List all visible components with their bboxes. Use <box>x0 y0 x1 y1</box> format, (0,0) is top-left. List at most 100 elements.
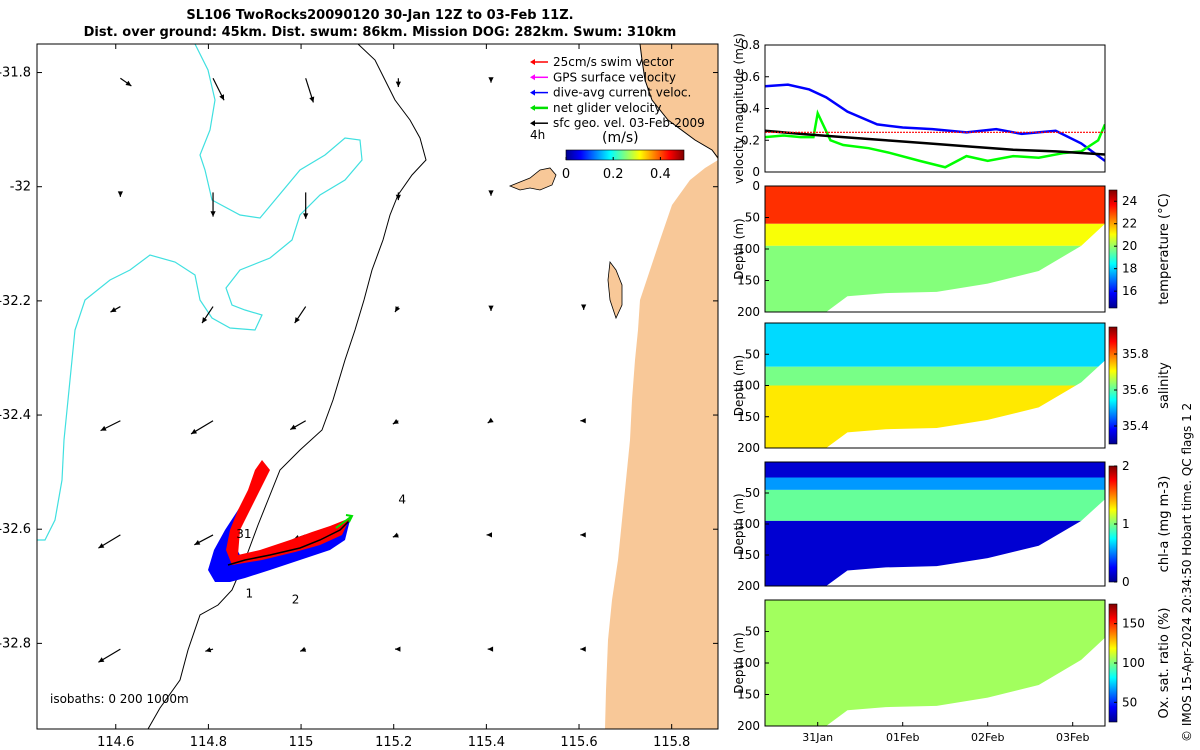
geo-vector-head <box>303 213 309 219</box>
colorbar-tick-label: 1 <box>1122 517 1130 531</box>
island-garden <box>607 260 623 320</box>
depth-tick-label: 100 <box>737 379 760 393</box>
depth-tick-label: 150 <box>737 410 760 424</box>
geo-vector-head <box>98 657 105 663</box>
geo-vector-head <box>395 646 401 652</box>
geo-vector-arrow <box>580 532 586 538</box>
map-y-tick-label: -32.4 <box>0 408 31 423</box>
heatmap-layer <box>765 223 1105 246</box>
heatmap-layers <box>765 186 1105 312</box>
velocity-plot-bg <box>765 45 1105 172</box>
map-y-tick-label: -32 <box>10 180 31 195</box>
geo-vector-head <box>488 190 494 196</box>
colorbar-tick-label: 22 <box>1122 217 1137 231</box>
geo-vector-arrow <box>392 532 399 538</box>
colorbar-tick-label: 2 <box>1122 459 1130 473</box>
heatmap-layers <box>765 323 1105 448</box>
map-x-tick-label: 115 <box>289 735 314 750</box>
geo-vector-head <box>488 77 494 83</box>
legend-item: GPS surface velocity <box>530 70 676 84</box>
depth-tick-label: 150 <box>737 548 760 562</box>
panel-frame <box>764 185 1106 313</box>
geo-vector-head <box>580 532 586 538</box>
map-x-tick-label: 115.6 <box>560 735 597 750</box>
geo-vector-arrow <box>120 77 132 87</box>
geo-vector-arrow <box>395 192 401 201</box>
panel-3: 50 100 150 200 35.4 35.6 35.8 salinity Depth (m) <box>732 322 1172 455</box>
geo-vector-head <box>581 304 587 310</box>
heatmap-layers <box>765 600 1105 726</box>
geo-vector-head <box>580 418 586 424</box>
legend-label: GPS surface velocity <box>553 70 676 84</box>
legend-label: dive-avg current veloc. <box>553 86 691 100</box>
panel-y-label: velocity magnitude (m/s) <box>732 33 746 184</box>
net-glider-track <box>227 519 351 566</box>
heatmap-layer <box>765 600 1105 726</box>
depth-tick-label: 200 <box>737 579 760 593</box>
heatmap-layer <box>765 477 1105 490</box>
velocity-series-line <box>765 129 1105 156</box>
colorbar-tick-label: 35.4 <box>1122 419 1149 433</box>
geo-vector-head <box>488 305 494 311</box>
time-tick-label: 31Jan <box>802 731 833 744</box>
net-glider-velocity-arrow <box>335 514 354 529</box>
geo-vector-head <box>191 428 198 434</box>
colorbar-tick-label: 35.6 <box>1122 383 1149 397</box>
depth-tick-label: 50 <box>745 486 760 500</box>
legend-colorbar-tick-label: 0.4 <box>650 167 671 182</box>
legend-colorbar-label: (m/s) <box>602 130 639 146</box>
colorbar-tick-label: 16 <box>1122 284 1137 298</box>
depth-tick-label: 50 <box>745 211 760 225</box>
geo-vector-arrow <box>488 305 494 311</box>
geo-vector-head <box>100 425 107 431</box>
colorbar-label: chl-a (mg m-3) <box>1157 476 1172 573</box>
geo-vector-head <box>202 317 208 324</box>
legend-swatch-head <box>530 59 535 65</box>
depth-tick-label: 200 <box>737 719 760 733</box>
velocity-series-line <box>765 83 1105 162</box>
geo-vector-arrow <box>194 534 214 546</box>
geo-vector-head <box>125 80 132 86</box>
legend-item: 25cm/s swim vector <box>530 55 674 69</box>
panel-y-label: Depth (m) <box>732 355 746 416</box>
land-mass <box>605 44 718 729</box>
heatmap-layer <box>765 520 1105 586</box>
geo-vector-head <box>580 646 586 652</box>
velocity-y-tick-label: 0.2 <box>741 133 760 147</box>
legend-swatch-head <box>530 120 535 127</box>
panel-frame <box>764 44 1106 173</box>
map-y-ticks: -31.8 -32 -32.2 -32.4 -32.6 -32.8 <box>0 66 718 651</box>
heatmap-layer <box>765 385 1105 448</box>
colorbar-tick-label: 24 <box>1122 194 1137 208</box>
depth-tick-label: 200 <box>737 305 760 319</box>
geo-vector-head <box>487 417 494 423</box>
map-y-tick-label: -32.8 <box>0 636 31 651</box>
depth-tick-label: 0 <box>752 179 760 193</box>
geo-vector-arrow <box>190 420 214 435</box>
velocity-y-tick-label: 0 <box>752 165 760 179</box>
chart-title-line2: Dist. over ground: 45km. Dist. swum: 86k… <box>83 25 677 40</box>
heatmap-layer <box>765 245 1105 312</box>
legend-item: net glider velocity <box>530 101 661 115</box>
legend-colorbar-ticks: 0 0.2 0.4 <box>562 157 671 182</box>
heatmap-layer <box>765 462 1105 478</box>
heatmap-layer <box>765 489 1105 521</box>
colorbar-tick-label: 50 <box>1122 695 1137 709</box>
legend-item: dive-avg current veloc. <box>530 86 691 100</box>
legend-colorbar-tick-label: 0.2 <box>603 167 624 182</box>
geo-vector-head <box>300 646 307 652</box>
panel-2: 0 50 100 150 200 16 18 20 22 24 temperature (°C) De… <box>732 179 1172 319</box>
geo-vector-arrow <box>394 306 401 313</box>
legend-swatch-head <box>530 89 535 96</box>
geo-vector-arrow <box>488 77 494 83</box>
map-x-tick-label: 115.8 <box>653 735 690 750</box>
legend-label: 25cm/s swim vector <box>553 55 674 69</box>
imos-credit: © IMOS 15-Apr-2024 20:34:50 Hobart time.… <box>1180 402 1194 742</box>
panel-colorbar <box>1108 326 1118 445</box>
geo-vector-arrow <box>205 647 214 653</box>
island-rottnest <box>508 167 557 191</box>
geo-vector-arrow <box>488 190 494 196</box>
depth-tick-label: 50 <box>745 347 760 361</box>
